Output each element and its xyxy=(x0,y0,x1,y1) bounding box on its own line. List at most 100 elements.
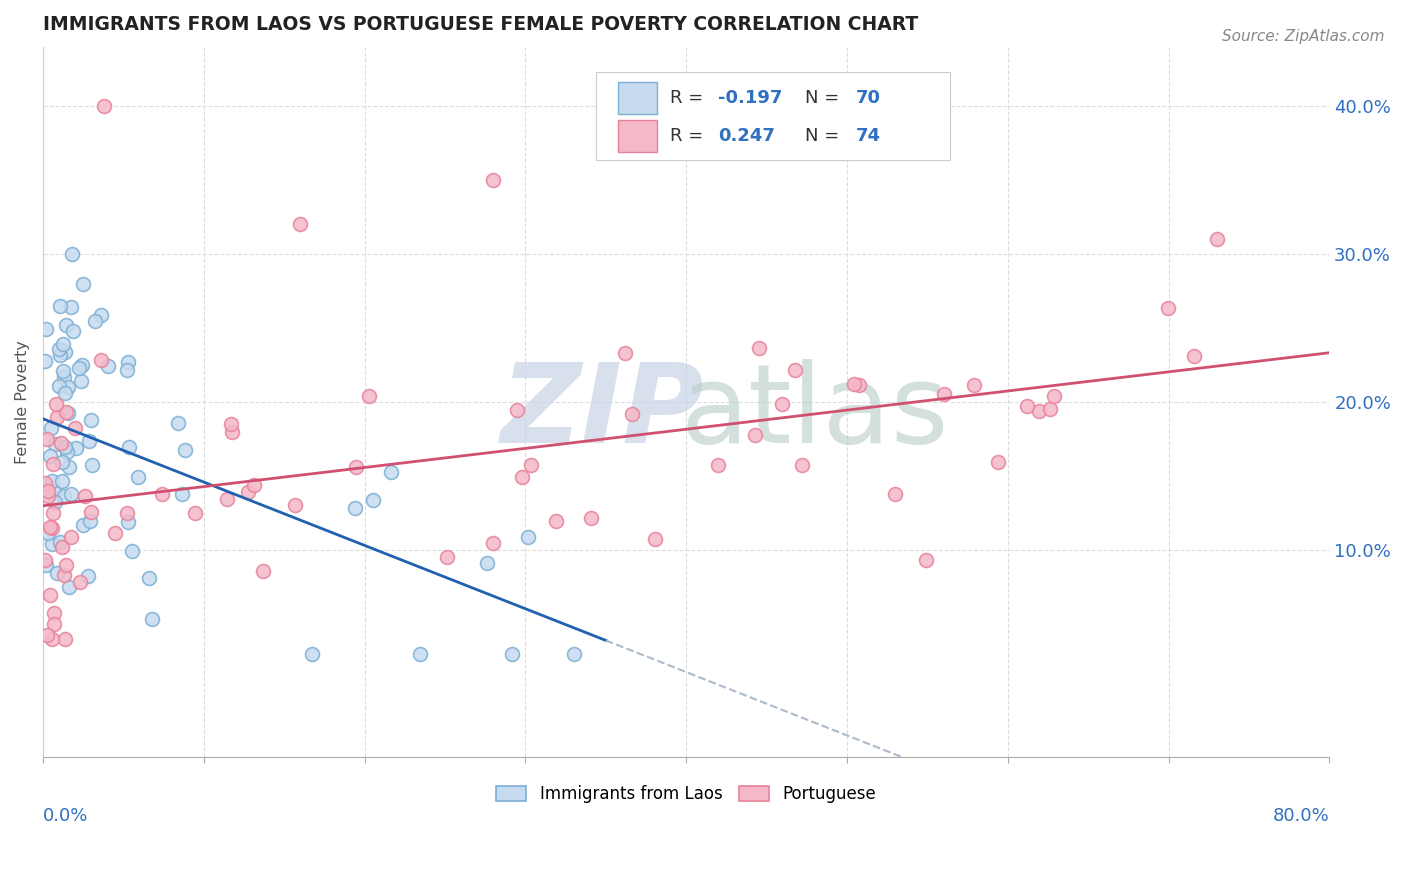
Point xyxy=(48,535,70,549)
Point xyxy=(170,487,193,501)
Point xyxy=(37,489,59,503)
Point xyxy=(748,341,770,355)
Point xyxy=(58,459,80,474)
Point xyxy=(1039,402,1062,417)
Point xyxy=(932,386,955,401)
Point xyxy=(55,405,77,419)
Point xyxy=(55,558,77,572)
Point xyxy=(52,336,75,351)
Point xyxy=(73,490,96,504)
Point xyxy=(41,632,63,646)
Point xyxy=(41,521,63,535)
Point xyxy=(60,487,83,501)
Point xyxy=(56,445,79,459)
Point xyxy=(1028,404,1050,418)
Point xyxy=(516,530,538,544)
FancyBboxPatch shape xyxy=(619,82,657,114)
Text: -0.197: -0.197 xyxy=(718,89,783,107)
FancyBboxPatch shape xyxy=(596,71,950,161)
Point xyxy=(51,455,73,469)
Point xyxy=(117,355,139,369)
Point xyxy=(44,437,66,451)
Point xyxy=(482,173,505,187)
Point xyxy=(117,515,139,529)
Point xyxy=(52,364,75,378)
Point xyxy=(174,442,197,457)
Point xyxy=(1182,349,1205,363)
Point xyxy=(408,647,430,661)
Text: ZIP: ZIP xyxy=(501,359,704,467)
Text: 74: 74 xyxy=(856,127,882,145)
Point xyxy=(506,402,529,417)
Point xyxy=(252,564,274,578)
Point xyxy=(770,397,793,411)
Point xyxy=(344,460,367,475)
Point xyxy=(52,567,75,582)
Point xyxy=(510,470,533,484)
Point xyxy=(35,628,58,642)
Point xyxy=(56,406,79,420)
Text: 0.247: 0.247 xyxy=(718,127,775,145)
Point xyxy=(34,475,56,490)
Point xyxy=(93,99,115,113)
Point xyxy=(221,425,243,439)
Point xyxy=(53,385,76,400)
Point xyxy=(962,378,984,392)
Point xyxy=(90,353,112,368)
Point xyxy=(115,363,138,377)
Text: R =: R = xyxy=(669,127,709,145)
Point xyxy=(544,514,567,528)
Point xyxy=(77,434,100,449)
Point xyxy=(42,457,65,471)
Point xyxy=(49,299,72,313)
Point xyxy=(39,421,62,435)
Point xyxy=(118,440,141,454)
Text: Source: ZipAtlas.com: Source: ZipAtlas.com xyxy=(1222,29,1385,44)
Point xyxy=(1043,389,1066,403)
Point xyxy=(380,465,402,479)
Text: 0.0%: 0.0% xyxy=(44,807,89,825)
Point xyxy=(481,536,503,550)
Text: R =: R = xyxy=(669,89,709,107)
Point xyxy=(45,397,67,411)
Point xyxy=(48,378,70,392)
Point xyxy=(34,553,56,567)
Point xyxy=(41,475,63,489)
Point xyxy=(141,612,163,626)
Point xyxy=(39,449,62,463)
Point xyxy=(72,358,94,372)
Point xyxy=(744,428,766,442)
Point xyxy=(84,314,107,328)
Point xyxy=(70,374,93,388)
Point xyxy=(44,485,66,500)
Point xyxy=(152,487,174,501)
Point xyxy=(41,506,63,520)
Point xyxy=(644,533,666,547)
Point xyxy=(65,441,87,455)
Point xyxy=(52,370,75,384)
Point xyxy=(1015,399,1038,413)
Point xyxy=(785,363,807,377)
Point xyxy=(501,647,523,661)
Point xyxy=(72,277,94,291)
Text: 80.0%: 80.0% xyxy=(1272,807,1329,825)
Point xyxy=(284,498,307,512)
Point xyxy=(55,318,77,333)
Point xyxy=(842,376,865,391)
Point xyxy=(35,432,58,446)
Point xyxy=(363,492,385,507)
Point xyxy=(53,440,76,454)
Point xyxy=(42,617,65,632)
Point xyxy=(72,517,94,532)
Text: N =: N = xyxy=(804,127,845,145)
Point xyxy=(301,647,323,661)
Point xyxy=(77,568,100,582)
Point xyxy=(127,470,149,484)
Point xyxy=(59,300,82,314)
Point xyxy=(579,511,602,525)
Point xyxy=(183,506,205,520)
Point xyxy=(48,343,70,357)
Point xyxy=(80,505,103,519)
Point xyxy=(34,322,56,336)
Point xyxy=(48,348,70,362)
